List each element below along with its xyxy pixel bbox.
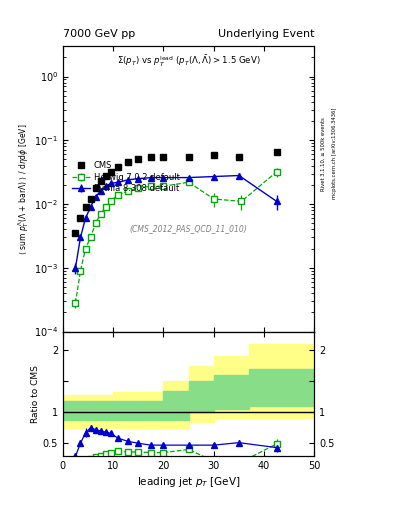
CMS [274,149,279,155]
Text: mcplots.cern.ch [arXiv:1306.3436]: mcplots.cern.ch [arXiv:1306.3436] [332,108,337,199]
CMS [88,196,93,202]
CMS [126,159,130,165]
CMS [136,156,141,162]
CMS [237,154,241,160]
Y-axis label: Ratio to CMS: Ratio to CMS [31,365,40,422]
Text: $\Sigma(p_T)$ vs $p_T^{\rm lead}$ ($p_T(\Lambda,\bar{\Lambda}) > 1.5$ GeV): $\Sigma(p_T)$ vs $p_T^{\rm lead}$ ($p_T(… [117,53,261,69]
CMS [108,169,113,175]
Y-axis label: $\langle$ sum $p_T^{\Lambda}$($\Lambda$ + bar$\Lambda$) $\rangle$ / d$\eta$d$\ph: $\langle$ sum $p_T^{\Lambda}$($\Lambda$ … [16,123,31,254]
Text: (CMS_2012_PAS_QCD_11_010): (CMS_2012_PAS_QCD_11_010) [130,224,248,233]
CMS [337,135,342,141]
CMS [211,152,216,158]
Text: Rivet 3.1.10, ≥ 500k events: Rivet 3.1.10, ≥ 500k events [320,117,325,190]
CMS [161,154,166,160]
X-axis label: leading jet $p_T$ [GeV]: leading jet $p_T$ [GeV] [137,475,241,489]
CMS [73,230,78,236]
CMS [98,178,103,184]
CMS [103,173,108,179]
CMS [186,154,191,160]
Line: CMS: CMS [72,135,343,236]
Text: 7000 GeV pp: 7000 GeV pp [63,29,135,39]
CMS [116,164,121,170]
CMS [83,204,88,210]
Legend: CMS, Herwig 7.0.2 default, Pythia 8.308 default: CMS, Herwig 7.0.2 default, Pythia 8.308 … [70,159,182,196]
Text: Underlying Event: Underlying Event [218,29,314,39]
CMS [149,154,153,160]
CMS [93,185,98,191]
CMS [78,215,83,221]
